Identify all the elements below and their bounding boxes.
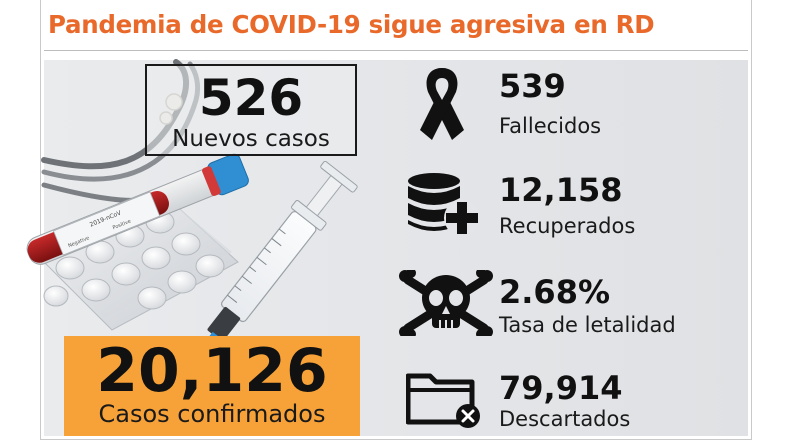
confirmed-cases-label: Casos confirmados bbox=[98, 400, 326, 428]
fatality-rate-value: 2.68% bbox=[499, 273, 611, 311]
blood-test-tube: 2019-nCoV Negative Positive bbox=[26, 153, 249, 265]
new-cases-value: 526 bbox=[198, 69, 304, 127]
recovered-label: Recuperados bbox=[499, 214, 636, 238]
folder-x-icon bbox=[406, 373, 480, 428]
discarded-label: Descartados bbox=[499, 407, 631, 431]
deaths-value: 539 bbox=[499, 67, 566, 105]
database-plus-icon bbox=[408, 173, 480, 236]
pill-blister-pack bbox=[40, 192, 239, 331]
confirmed-cases-box: 20,126 Casos confirmados bbox=[64, 336, 360, 436]
awareness-ribbon-icon bbox=[420, 68, 464, 140]
headline-rule bbox=[44, 50, 748, 51]
deaths-label: Fallecidos bbox=[499, 114, 602, 138]
discarded-value: 79,914 bbox=[499, 369, 623, 407]
skull-crossbones-icon bbox=[399, 270, 493, 336]
headline: Pandemia de COVID-19 sigue agresiva en R… bbox=[48, 10, 655, 39]
recovered-value: 12,158 bbox=[499, 171, 623, 209]
new-cases-box: 526 Nuevos casos bbox=[145, 64, 357, 156]
fatality-rate-label: Tasa de letalidad bbox=[499, 313, 676, 337]
new-cases-label: Nuevos casos bbox=[172, 126, 330, 152]
confirmed-cases-value: 20,126 bbox=[96, 336, 328, 406]
